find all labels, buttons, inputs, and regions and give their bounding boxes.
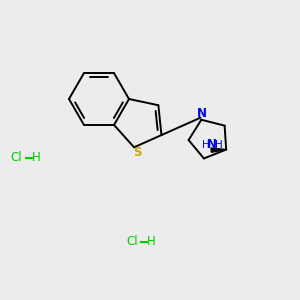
Text: S: S: [134, 146, 142, 159]
Text: H: H: [202, 140, 210, 150]
Text: H: H: [215, 140, 223, 150]
Text: Cl: Cl: [11, 151, 22, 164]
Text: Cl: Cl: [126, 235, 138, 248]
Text: N: N: [197, 107, 207, 120]
Text: H: H: [32, 151, 40, 164]
Text: N: N: [207, 138, 217, 151]
Polygon shape: [211, 148, 226, 152]
Text: H: H: [147, 235, 156, 248]
